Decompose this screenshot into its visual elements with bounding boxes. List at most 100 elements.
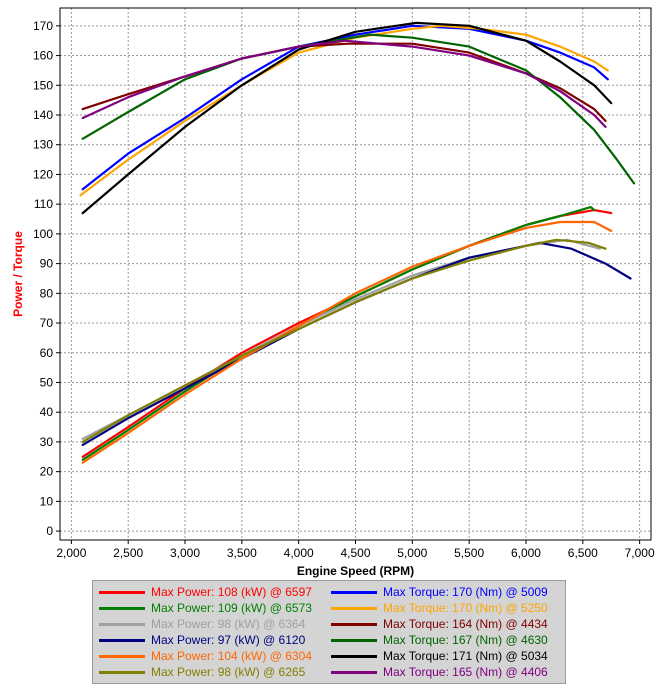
x-axis-ticks: 2,000 2,500 3,000 3,500 4,000 4,500 5,000 5,500… bbox=[56, 540, 655, 560]
y-tick-label: 70 bbox=[40, 316, 54, 330]
legend-series-name: Max Torque bbox=[383, 585, 446, 599]
legend-separator: : bbox=[211, 649, 218, 663]
plot-area bbox=[59, 7, 652, 541]
y-tick-label: 110 bbox=[34, 197, 53, 211]
x-tick-label: 4,000 bbox=[284, 546, 314, 560]
legend-value: 98 (kW) @ 6265 bbox=[217, 665, 306, 679]
y-tick-label: 80 bbox=[40, 286, 54, 300]
legend-separator: : bbox=[445, 601, 453, 615]
legend-item: Max Torque: 170 (Nm) @ 5250 bbox=[331, 600, 548, 616]
series-line-6 bbox=[81, 238, 607, 443]
series-line-10 bbox=[81, 33, 636, 185]
y-tick-label: 120 bbox=[33, 167, 53, 181]
legend-separator: : bbox=[445, 585, 453, 599]
legend-series-name: Max Torque bbox=[383, 649, 446, 663]
legend: Max Power: 108 (kW) @ 6597 Max Power: 109… bbox=[92, 580, 566, 684]
y-tick-label: 60 bbox=[40, 346, 54, 360]
legend-item: Max Torque: 170 (Nm) @ 5009 bbox=[331, 584, 548, 600]
legend-series-name: Max Power bbox=[151, 601, 212, 615]
legend-separator: : bbox=[211, 665, 218, 679]
legend-swatch bbox=[331, 607, 377, 611]
legend-value: 97 (kW) @ 6120 bbox=[217, 633, 306, 647]
y-axis-label: Power / Torque bbox=[11, 231, 25, 317]
legend-series-name: Max Power bbox=[151, 617, 212, 631]
legend-swatch bbox=[331, 671, 377, 675]
series-line-2 bbox=[81, 206, 596, 461]
legend-value: 165 (Nm) @ 4406 bbox=[452, 665, 548, 679]
legend-swatch bbox=[99, 639, 145, 643]
y-axis-ticks: 0 10 20 30 40 50 60 70 80 90 100 110 120 130 140 150 160… bbox=[33, 19, 60, 538]
series-line-12 bbox=[81, 39, 607, 129]
legend-series-name: Max Power bbox=[151, 649, 212, 663]
y-tick-label: 100 bbox=[33, 227, 53, 241]
legend-separator: : bbox=[211, 585, 218, 599]
x-tick-label: 5,500 bbox=[454, 546, 484, 560]
legend-power-column: Max Power: 108 (kW) @ 6597 Max Power: 109… bbox=[99, 584, 312, 680]
legend-swatch bbox=[99, 623, 145, 627]
legend-separator: : bbox=[211, 601, 218, 615]
legend-series-name: Max Power bbox=[151, 585, 212, 599]
x-tick-label: 3,000 bbox=[170, 546, 200, 560]
y-tick-label: 130 bbox=[33, 138, 53, 152]
legend-item: Max Power: 109 (kW) @ 6573 bbox=[99, 600, 312, 616]
legend-item: Max Power: 98 (kW) @ 6265 bbox=[99, 664, 312, 680]
legend-swatch bbox=[331, 623, 377, 627]
y-tick-label: 150 bbox=[33, 78, 53, 92]
legend-separator: : bbox=[211, 617, 218, 631]
legend-separator: : bbox=[445, 617, 453, 631]
series-line-8 bbox=[79, 24, 609, 197]
legend-series-name: Max Power bbox=[151, 633, 212, 647]
legend-item: Max Power: 98 (kW) @ 6364 bbox=[99, 616, 312, 632]
series-line-11 bbox=[81, 21, 613, 215]
x-tick-label: 6,000 bbox=[511, 546, 541, 560]
legend-value: 170 (Nm) @ 5009 bbox=[452, 585, 548, 599]
legend-item: Max Torque: 165 (Nm) @ 4406 bbox=[331, 664, 548, 680]
legend-item: Max Torque: 171 (Nm) @ 5034 bbox=[331, 648, 548, 664]
x-tick-label: 7,000 bbox=[625, 546, 655, 560]
legend-separator: : bbox=[445, 633, 453, 647]
y-tick-label: 160 bbox=[33, 49, 53, 63]
y-tick-label: 170 bbox=[33, 19, 53, 33]
x-tick-label: 3,500 bbox=[227, 546, 257, 560]
legend-swatch bbox=[99, 655, 145, 659]
legend-item: Max Power: 108 (kW) @ 6597 bbox=[99, 584, 312, 600]
legend-series-name: Max Power bbox=[151, 665, 212, 679]
series-line-1 bbox=[81, 209, 613, 458]
y-tick-label: 90 bbox=[40, 257, 54, 271]
x-tick-label: 2,500 bbox=[113, 546, 143, 560]
legend-swatch bbox=[331, 591, 377, 595]
legend-value: 171 (Nm) @ 5034 bbox=[452, 649, 548, 663]
x-tick-label: 4,500 bbox=[340, 546, 370, 560]
legend-torque-column: Max Torque: 170 (Nm) @ 5009 Max Torque: 1… bbox=[331, 584, 548, 680]
legend-separator: : bbox=[445, 649, 453, 663]
y-tick-label: 140 bbox=[33, 108, 53, 122]
series-line-5 bbox=[81, 220, 613, 464]
y-tick-label: 20 bbox=[40, 465, 54, 479]
legend-item: Max Torque: 167 (Nm) @ 4630 bbox=[331, 632, 548, 648]
legend-swatch bbox=[331, 655, 377, 659]
legend-item: Max Power: 97 (kW) @ 6120 bbox=[99, 632, 312, 648]
y-tick-label: 50 bbox=[40, 375, 54, 389]
legend-value: 164 (Nm) @ 4434 bbox=[452, 617, 548, 631]
legend-value: 170 (Nm) @ 5250 bbox=[452, 601, 548, 615]
series-line-7 bbox=[81, 24, 609, 191]
legend-separator: : bbox=[211, 633, 218, 647]
legend-value: 104 (kW) @ 6304 bbox=[217, 649, 312, 663]
series-group bbox=[79, 21, 636, 464]
legend-series-name: Max Torque bbox=[383, 617, 446, 631]
legend-swatch bbox=[99, 607, 145, 611]
y-tick-label: 40 bbox=[40, 405, 54, 419]
legend-item: Max Power: 104 (kW) @ 6304 bbox=[99, 648, 312, 664]
legend-value: 167 (Nm) @ 4630 bbox=[452, 633, 548, 647]
y-tick-label: 30 bbox=[40, 435, 54, 449]
x-tick-label: 5,000 bbox=[397, 546, 427, 560]
x-tick-label: 2,000 bbox=[56, 546, 86, 560]
legend-value: 109 (kW) @ 6573 bbox=[217, 601, 312, 615]
legend-swatch bbox=[99, 591, 145, 595]
legend-swatch bbox=[331, 639, 377, 643]
series-line-4 bbox=[81, 241, 632, 446]
legend-item: Max Torque: 164 (Nm) @ 4434 bbox=[331, 616, 548, 632]
legend-series-name: Max Torque bbox=[383, 601, 446, 615]
y-tick-label: 0 bbox=[46, 524, 53, 538]
legend-value: 98 (kW) @ 6364 bbox=[217, 617, 306, 631]
